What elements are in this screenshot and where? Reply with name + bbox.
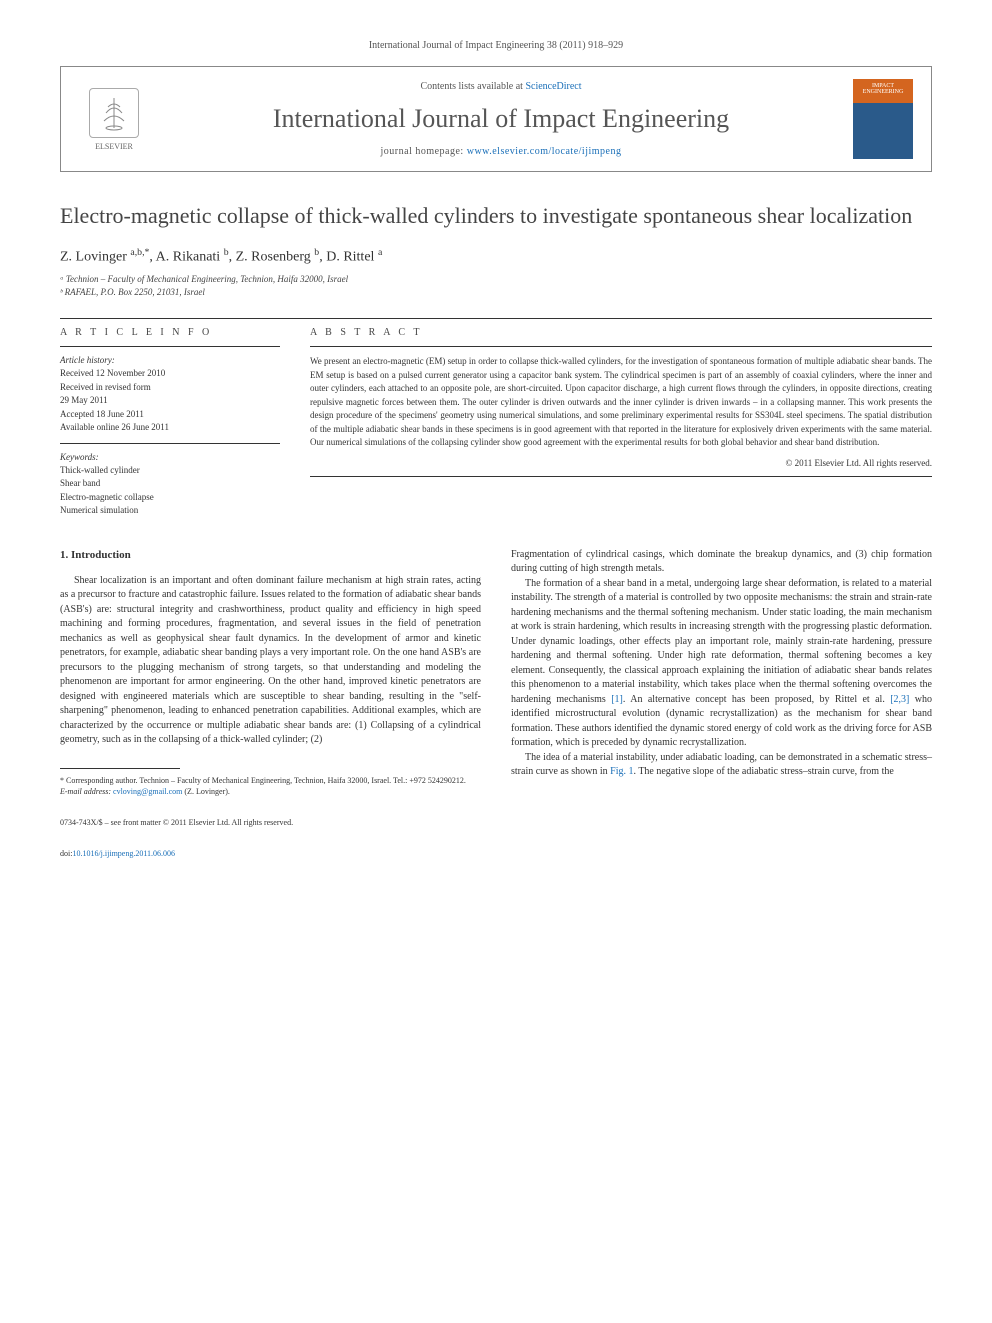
info-divider-1 bbox=[60, 346, 280, 347]
col2-paragraph-3: The idea of a material instability, unde… bbox=[511, 751, 932, 780]
body-column-right: Fragmentation of cylindrical casings, wh… bbox=[511, 548, 932, 860]
elsevier-logo: ELSEVIER bbox=[79, 79, 149, 159]
ref-2-3-link[interactable]: [2,3] bbox=[890, 694, 909, 705]
affiliation-b: ᵇ RAFAEL, P.O. Box 2250, 21031, Israel bbox=[60, 286, 932, 299]
abstract-copyright: © 2011 Elsevier Ltd. All rights reserved… bbox=[310, 458, 932, 468]
abstract-divider-top bbox=[310, 346, 932, 347]
keywords-label: Keywords: bbox=[60, 452, 280, 462]
elsevier-label: ELSEVIER bbox=[95, 142, 133, 151]
abstract-divider-bottom bbox=[310, 476, 932, 477]
homepage-link[interactable]: www.elsevier.com/locate/ijimpeng bbox=[467, 146, 622, 157]
p2-pre: The formation of a shear band in a metal… bbox=[511, 578, 932, 705]
contents-available-line: Contents lists available at ScienceDirec… bbox=[149, 81, 853, 92]
col2-paragraph-2: The formation of a shear band in a metal… bbox=[511, 577, 932, 751]
homepage-prefix: journal homepage: bbox=[381, 146, 467, 157]
authors-line: Z. Lovinger a,b,*, A. Rikanati b, Z. Ros… bbox=[60, 247, 932, 266]
keyword-3: Numerical simulation bbox=[60, 504, 280, 518]
keyword-1: Shear band bbox=[60, 477, 280, 491]
email-label: E-mail address: bbox=[60, 787, 113, 796]
history-line-4: Available online 26 June 2011 bbox=[60, 421, 280, 435]
journal-header-box: ELSEVIER Contents lists available at Sci… bbox=[60, 66, 932, 172]
contents-prefix: Contents lists available at bbox=[420, 81, 525, 92]
divider-top bbox=[60, 318, 932, 319]
history-line-2: 29 May 2011 bbox=[60, 394, 280, 408]
footer-issn-line: 0734-743X/$ – see front matter © 2011 El… bbox=[60, 817, 481, 828]
body-columns: 1. Introduction Shear localization is an… bbox=[60, 548, 932, 860]
abstract-column: A B S T R A C T We present an electro-ma… bbox=[310, 327, 932, 518]
article-info-heading: A R T I C L E I N F O bbox=[60, 327, 280, 338]
section-title: Introduction bbox=[71, 549, 131, 561]
keyword-2: Electro-magnetic collapse bbox=[60, 491, 280, 505]
history-line-0: Received 12 November 2010 bbox=[60, 367, 280, 381]
section-heading-intro: 1. Introduction bbox=[60, 548, 481, 564]
email-footnote: E-mail address: cvloving@gmail.com (Z. L… bbox=[60, 786, 481, 797]
p2-mid: . An alternative concept has been propos… bbox=[623, 694, 890, 705]
journal-homepage-line: journal homepage: www.elsevier.com/locat… bbox=[149, 146, 853, 157]
affiliations: ᵃ Technion – Faculty of Mechanical Engin… bbox=[60, 273, 932, 298]
doi-link[interactable]: 10.1016/j.ijimpeng.2011.06.006 bbox=[72, 849, 175, 858]
body-column-left: 1. Introduction Shear localization is an… bbox=[60, 548, 481, 860]
footer-doi-line: doi:10.1016/j.ijimpeng.2011.06.006 bbox=[60, 848, 481, 859]
info-abstract-row: A R T I C L E I N F O Article history: R… bbox=[60, 327, 932, 518]
journal-reference: International Journal of Impact Engineer… bbox=[60, 40, 932, 51]
sciencedirect-link[interactable]: ScienceDirect bbox=[525, 81, 581, 92]
header-center: Contents lists available at ScienceDirec… bbox=[149, 81, 853, 157]
section-number: 1. bbox=[60, 549, 68, 561]
info-divider-2 bbox=[60, 443, 280, 444]
history-line-1: Received in revised form bbox=[60, 381, 280, 395]
ref-1-link[interactable]: [1] bbox=[611, 694, 623, 705]
col2-paragraph-1: Fragmentation of cylindrical casings, wh… bbox=[511, 548, 932, 577]
fig-1-link[interactable]: Fig. 1 bbox=[610, 766, 633, 777]
corresponding-author-footnote: * Corresponding author. Technion – Facul… bbox=[60, 775, 481, 786]
elsevier-tree-icon bbox=[89, 88, 139, 138]
abstract-heading: A B S T R A C T bbox=[310, 327, 932, 338]
journal-title: International Journal of Impact Engineer… bbox=[149, 104, 853, 134]
article-history-label: Article history: bbox=[60, 355, 280, 365]
cover-text: IMPACT ENGINEERING bbox=[857, 83, 909, 95]
journal-cover-thumbnail: IMPACT ENGINEERING bbox=[853, 79, 913, 159]
keyword-0: Thick-walled cylinder bbox=[60, 464, 280, 478]
email-link[interactable]: cvloving@gmail.com bbox=[113, 787, 182, 796]
p3-post: . The negative slope of the adiabatic st… bbox=[634, 766, 894, 777]
email-attribution: (Z. Lovinger). bbox=[182, 787, 230, 796]
intro-paragraph-1: Shear localization is an important and o… bbox=[60, 574, 481, 748]
affiliation-a: ᵃ Technion – Faculty of Mechanical Engin… bbox=[60, 273, 932, 286]
footnote-divider bbox=[60, 768, 180, 769]
doi-label: doi: bbox=[60, 849, 72, 858]
article-title: Electro-magnetic collapse of thick-walle… bbox=[60, 202, 932, 231]
article-info-column: A R T I C L E I N F O Article history: R… bbox=[60, 327, 280, 518]
abstract-text: We present an electro-magnetic (EM) setu… bbox=[310, 355, 932, 450]
history-line-3: Accepted 18 June 2011 bbox=[60, 408, 280, 422]
